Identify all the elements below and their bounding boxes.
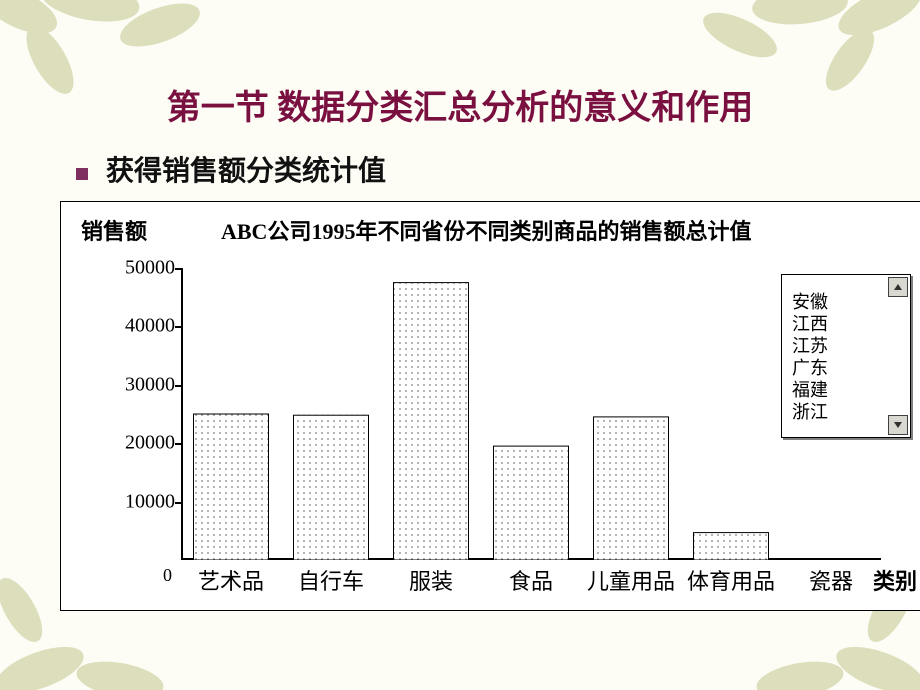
x-axis-title: 类别 [873, 564, 917, 596]
slide-content: 第一节 数据分类汇总分析的意义和作用 获得销售额分类统计值 销售额 ABC公司1… [0, 0, 920, 651]
y-axis-title: 销售额 [81, 214, 147, 246]
y-tick-label: 40000 [125, 315, 175, 338]
bullet-text: 获得销售额分类统计值 [106, 149, 386, 189]
y-tick-label: 30000 [125, 373, 175, 396]
bar [494, 446, 569, 560]
x-tick-label: 艺术品 [198, 564, 264, 596]
legend-item[interactable]: 浙江 [792, 401, 882, 423]
legend-scroll-down[interactable] [888, 415, 908, 435]
x-tick-label: 服装 [409, 564, 453, 596]
legend-items: 安徽江西江苏广东福建浙江 [786, 277, 906, 423]
legend-scroll-up[interactable] [888, 277, 908, 297]
plot-area: 10000200003000040000500000艺术品自行车服装食品儿童用品… [181, 268, 881, 560]
x-tick-label: 自行车 [298, 564, 364, 596]
section-title: 第一节 数据分类汇总分析的意义和作用 [60, 80, 860, 129]
chart-frame: 销售额 ABC公司1995年不同省份不同类别商品的销售额总计值 类别 10000… [60, 201, 920, 611]
bars-svg [181, 268, 881, 560]
x-tick-label: 儿童用品 [587, 564, 675, 596]
x-tick-label: 瓷器 [809, 564, 853, 596]
legend-item[interactable]: 江西 [792, 313, 882, 335]
bar [294, 415, 369, 560]
bar [694, 533, 769, 560]
x-tick-label: 食品 [509, 564, 553, 596]
bar [594, 417, 669, 560]
legend-item[interactable]: 江苏 [792, 335, 882, 357]
y-tick-label: 20000 [125, 432, 175, 455]
bullet-row: 获得销售额分类统计值 [76, 149, 860, 189]
legend-item[interactable]: 广东 [792, 357, 882, 379]
legend-box: 安徽江西江苏广东福建浙江 [781, 274, 911, 438]
bullet-icon [76, 168, 88, 180]
bar [394, 283, 469, 560]
x-tick-label: 体育用品 [687, 564, 775, 596]
legend-item[interactable]: 安徽 [792, 291, 882, 313]
chart-title: ABC公司1995年不同省份不同类别商品的销售额总计值 [221, 214, 751, 246]
bar [194, 414, 269, 560]
y-tick-label: 10000 [125, 490, 175, 513]
y-tick-zero: 0 [163, 565, 172, 586]
legend-item[interactable]: 福建 [792, 379, 882, 401]
y-tick-label: 50000 [125, 257, 175, 280]
